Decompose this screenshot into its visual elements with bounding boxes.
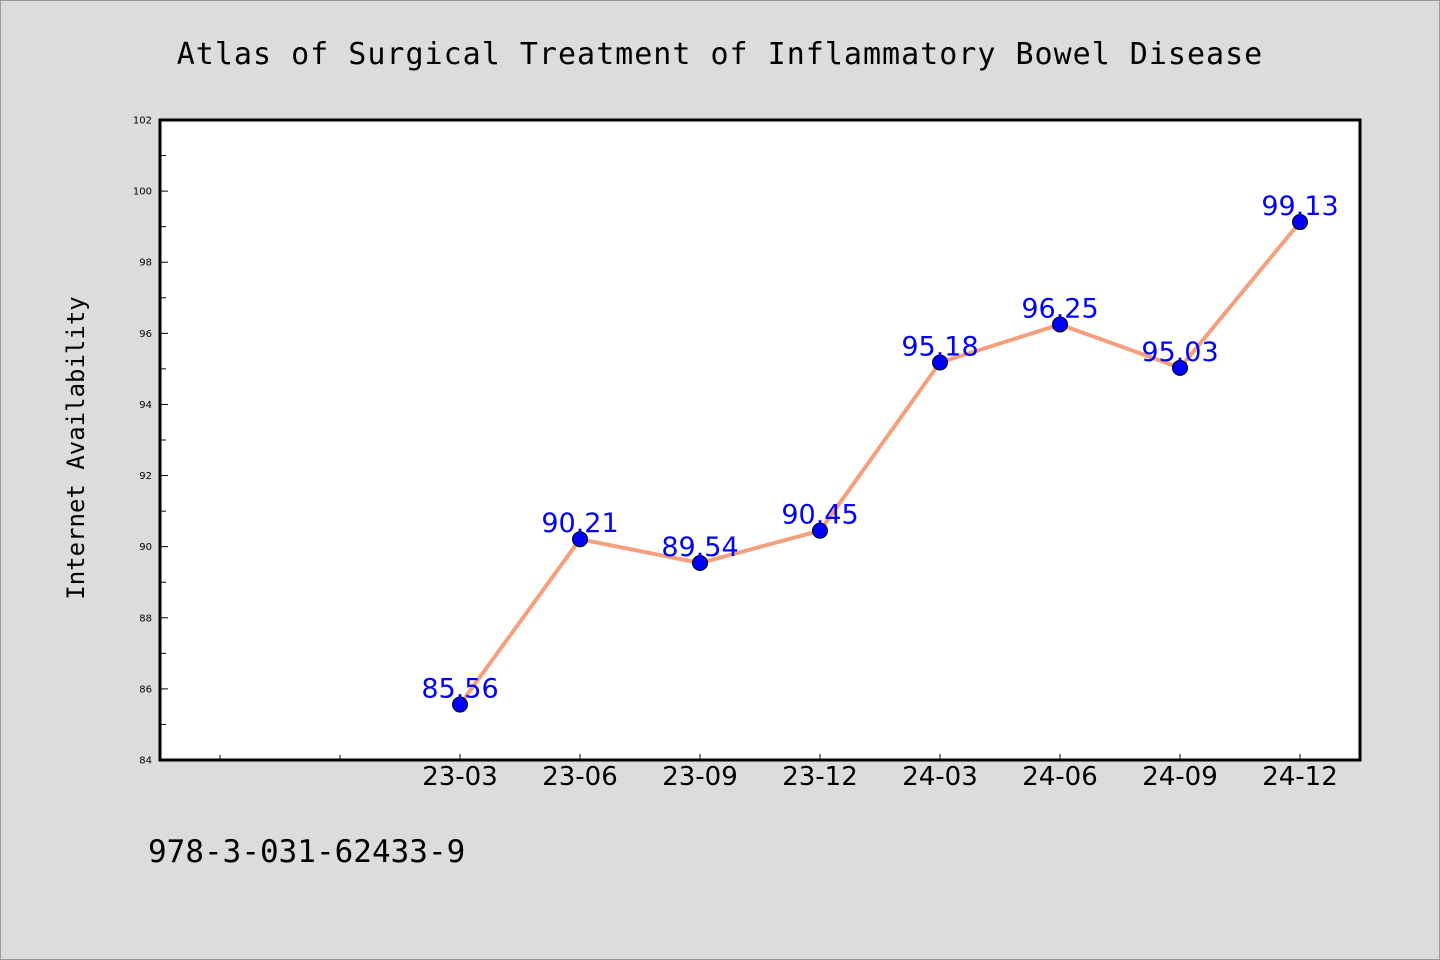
data-label: 95.18: [901, 331, 978, 362]
y-tick-label: 94: [139, 400, 152, 411]
data-label: 96.25: [1021, 293, 1098, 324]
y-tick-label: 88: [139, 613, 152, 624]
y-tick-label: 102: [133, 116, 152, 127]
y-tick-label: 96: [139, 329, 152, 340]
data-point: [1052, 316, 1068, 333]
x-tick-label: 23-12: [782, 762, 858, 792]
x-tick-label: 24-09: [1142, 762, 1218, 792]
y-tick-label: 84: [139, 756, 152, 767]
x-tick-label: 24-03: [902, 762, 978, 792]
series-layer: 85.56 90.21 89.54 90.45 95.18 96.25 95.03 99.13: [421, 191, 1339, 713]
data-label: 95.03: [1141, 337, 1218, 368]
x-tick-label: 24-06: [1022, 762, 1098, 792]
data-label: 90.21: [541, 508, 618, 539]
data-point: [1172, 359, 1188, 376]
data-label: 90.45: [781, 500, 858, 531]
isbn-footer: 978-3-031-62433-9: [148, 834, 466, 870]
y-tick-label: 90: [139, 542, 152, 553]
plot-border: [158, 118, 1362, 762]
data-label: 99.13: [1261, 191, 1338, 222]
x-axis-ticks: 23-03 23-06 23-09 23-12 24-03 24-06 24-09 24-12: [219, 754, 1338, 792]
y-tick-label: 98: [139, 258, 152, 269]
data-point: [452, 696, 468, 713]
y-tick-label: 100: [133, 187, 152, 198]
data-label: 89.54: [661, 532, 738, 563]
x-tick-label: 23-03: [422, 762, 498, 792]
data-point: [932, 354, 948, 371]
series-line: [458, 220, 1302, 707]
data-point: [812, 522, 828, 539]
data-label: 85.56: [421, 674, 498, 705]
y-tick-label: 92: [139, 471, 152, 482]
y-tick-label: 86: [139, 684, 152, 695]
y-axis-label: Internet Availability: [62, 296, 90, 599]
data-point: [692, 555, 708, 572]
data-point: [1292, 214, 1308, 231]
x-tick-label: 23-06: [542, 762, 618, 792]
chart-title: Atlas of Surgical Treatment of Inflammat…: [177, 37, 1264, 72]
x-tick-label: 24-12: [1262, 762, 1338, 792]
data-point: [572, 531, 588, 548]
plot-area: [160, 120, 1360, 760]
x-tick-label: 23-09: [662, 762, 738, 792]
